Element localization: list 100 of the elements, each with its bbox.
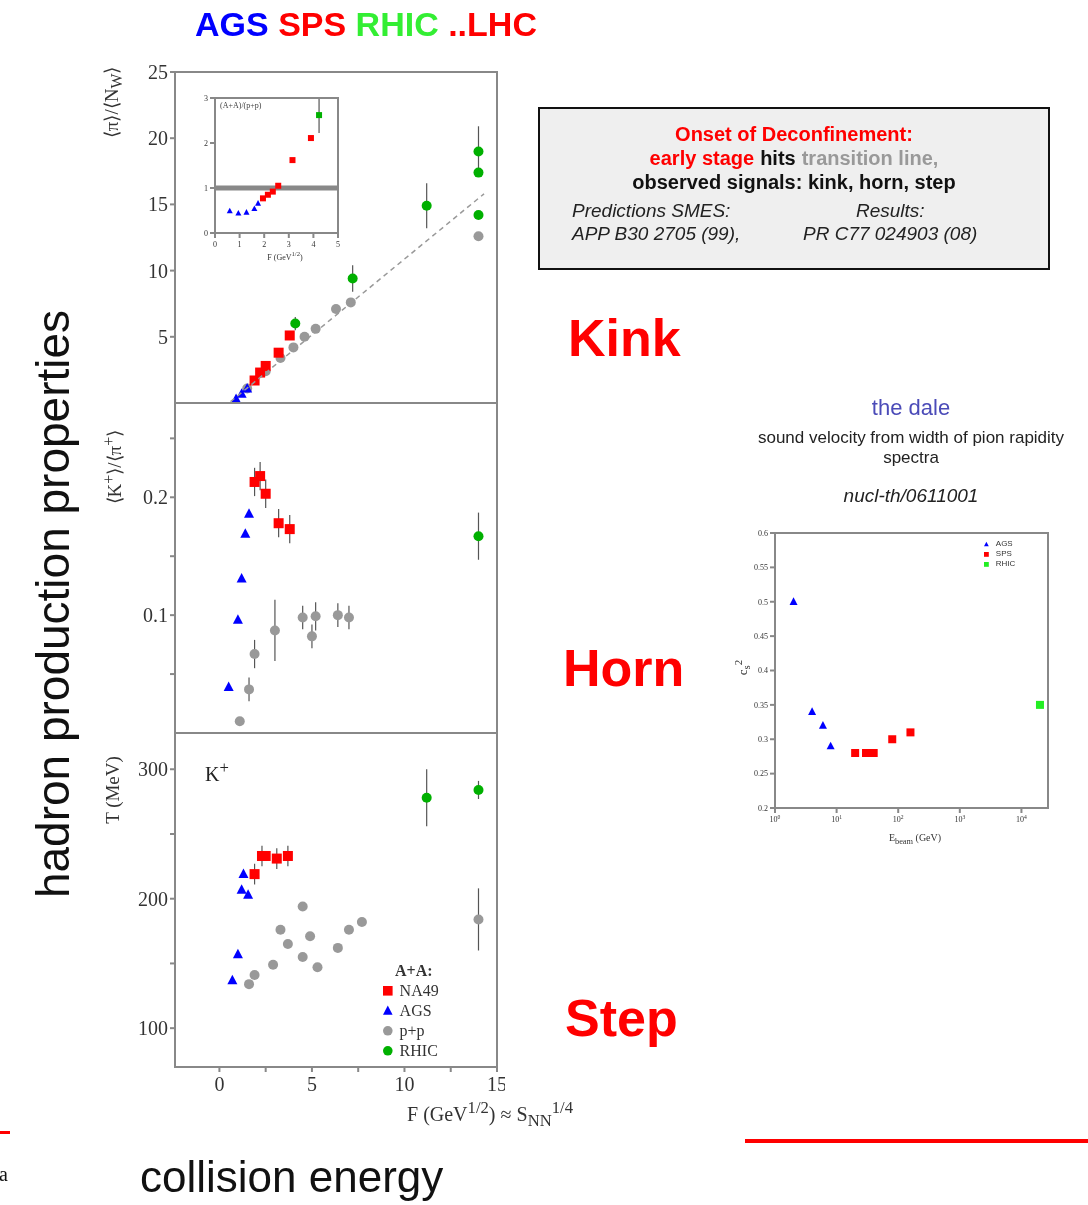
- y-tick-label: 0.35: [754, 700, 768, 710]
- point: [255, 200, 262, 206]
- point: [244, 508, 255, 518]
- legend-label: SPS: [995, 549, 1012, 559]
- point: [421, 792, 432, 803]
- y-axis-title: T (MeV): [102, 754, 124, 826]
- point: [249, 869, 260, 880]
- point: [259, 195, 266, 202]
- point: [232, 614, 243, 624]
- point: [269, 625, 280, 636]
- y-tick-label: 1: [204, 183, 208, 193]
- y-tick-label: 300: [138, 758, 168, 781]
- text: nucl-th/0611001: [842, 485, 980, 507]
- text: Onset of Deconfinement:: [675, 123, 913, 146]
- point: [290, 318, 301, 329]
- x-tick-label: 10: [394, 1073, 415, 1095]
- text: Horn: [563, 638, 685, 698]
- point: [297, 612, 308, 623]
- legend-label: AGS: [399, 1001, 432, 1021]
- point: [289, 157, 296, 164]
- x-tick-label: 10$^{4}$: [1016, 813, 1028, 824]
- text: transition line,: [801, 147, 939, 170]
- point: [297, 951, 308, 962]
- point: [312, 962, 323, 973]
- point: [331, 304, 341, 314]
- point: [232, 948, 243, 959]
- y-tick-label: 0.2: [143, 486, 168, 509]
- point: [249, 649, 260, 660]
- point: [269, 188, 276, 195]
- point: [299, 331, 310, 342]
- point: [260, 360, 271, 371]
- x-tick-label: 5: [306, 1073, 317, 1095]
- point: [235, 209, 242, 216]
- point: [473, 146, 484, 157]
- point: [223, 681, 234, 692]
- point: [473, 784, 484, 795]
- point: [282, 850, 293, 861]
- y-tick-label: 0.5: [758, 597, 768, 607]
- y-tick-label: 20: [148, 127, 168, 150]
- y-tick-label: 3: [204, 93, 208, 103]
- point: [473, 914, 484, 925]
- point: [356, 917, 367, 928]
- legend-label: RHIC: [995, 559, 1016, 569]
- y-tick-label: 100: [138, 1017, 168, 1040]
- point: [251, 205, 258, 212]
- point: [240, 528, 251, 538]
- y-tick-label: 0.6: [758, 528, 768, 538]
- point: [473, 231, 484, 242]
- point: [421, 200, 432, 211]
- x-axis-title: E$_{beam}$ (GeV): [887, 832, 943, 846]
- legend-label: NA49: [399, 981, 439, 1001]
- x-tick-label: 5: [336, 239, 340, 249]
- point: [255, 471, 266, 482]
- x-tick-label: 1: [237, 239, 242, 249]
- text: hits: [760, 147, 796, 170]
- y-tick-label: 15: [148, 193, 168, 216]
- text: observed signals: kink, horn, step: [632, 171, 956, 194]
- text: Kink: [568, 308, 681, 368]
- chart-title: the dale: [870, 395, 952, 421]
- point: [306, 631, 317, 642]
- text: collision energy: [140, 1152, 444, 1202]
- y-tick-label: 0.45: [754, 631, 768, 641]
- point: [244, 684, 255, 695]
- x-tick-label: 10$^{0}$: [769, 813, 781, 824]
- point: [249, 970, 260, 981]
- y-tick-label: 200: [138, 887, 168, 910]
- text: a: [0, 1163, 8, 1186]
- text: Step: [565, 988, 678, 1048]
- point: [347, 273, 358, 284]
- x-axis-title: F (GeV$^{1/2}$): [267, 250, 303, 262]
- x-tick-label: 4: [311, 239, 316, 249]
- point: [332, 610, 343, 621]
- annotation: K$^{+}$: [205, 758, 229, 786]
- x-tick-label: 10$^{1}$: [831, 813, 843, 824]
- y-tick-label: 0.4: [758, 666, 768, 676]
- point: [332, 942, 343, 953]
- point: [236, 884, 247, 894]
- point: [282, 939, 293, 950]
- chart-title: (A+A)/(p+p): [220, 101, 262, 110]
- x-tick-label: 3: [286, 239, 291, 249]
- x-tick-label: 2: [262, 239, 267, 249]
- point: [275, 182, 282, 189]
- text: Results:: [856, 200, 925, 222]
- point: [284, 524, 295, 535]
- x-tick-label: 10$^{2}$: [892, 813, 904, 824]
- y-tick-label: 25: [148, 61, 168, 83]
- legend-label: p+p: [399, 1021, 425, 1041]
- point: [271, 853, 282, 864]
- point: [310, 611, 321, 622]
- y-tick-label: 0.2: [758, 803, 768, 813]
- legend-label: RHIC: [399, 1041, 438, 1061]
- y-tick-label: 10: [148, 259, 168, 282]
- point: [264, 191, 271, 198]
- point: [343, 924, 354, 935]
- y-tick-label: 0: [204, 228, 208, 238]
- legend-label: AGS: [995, 539, 1013, 549]
- text: early stage: [649, 147, 755, 170]
- point: [227, 974, 238, 985]
- y-tick-label: 0.3: [758, 735, 768, 745]
- y-tick-label: 2: [204, 138, 208, 148]
